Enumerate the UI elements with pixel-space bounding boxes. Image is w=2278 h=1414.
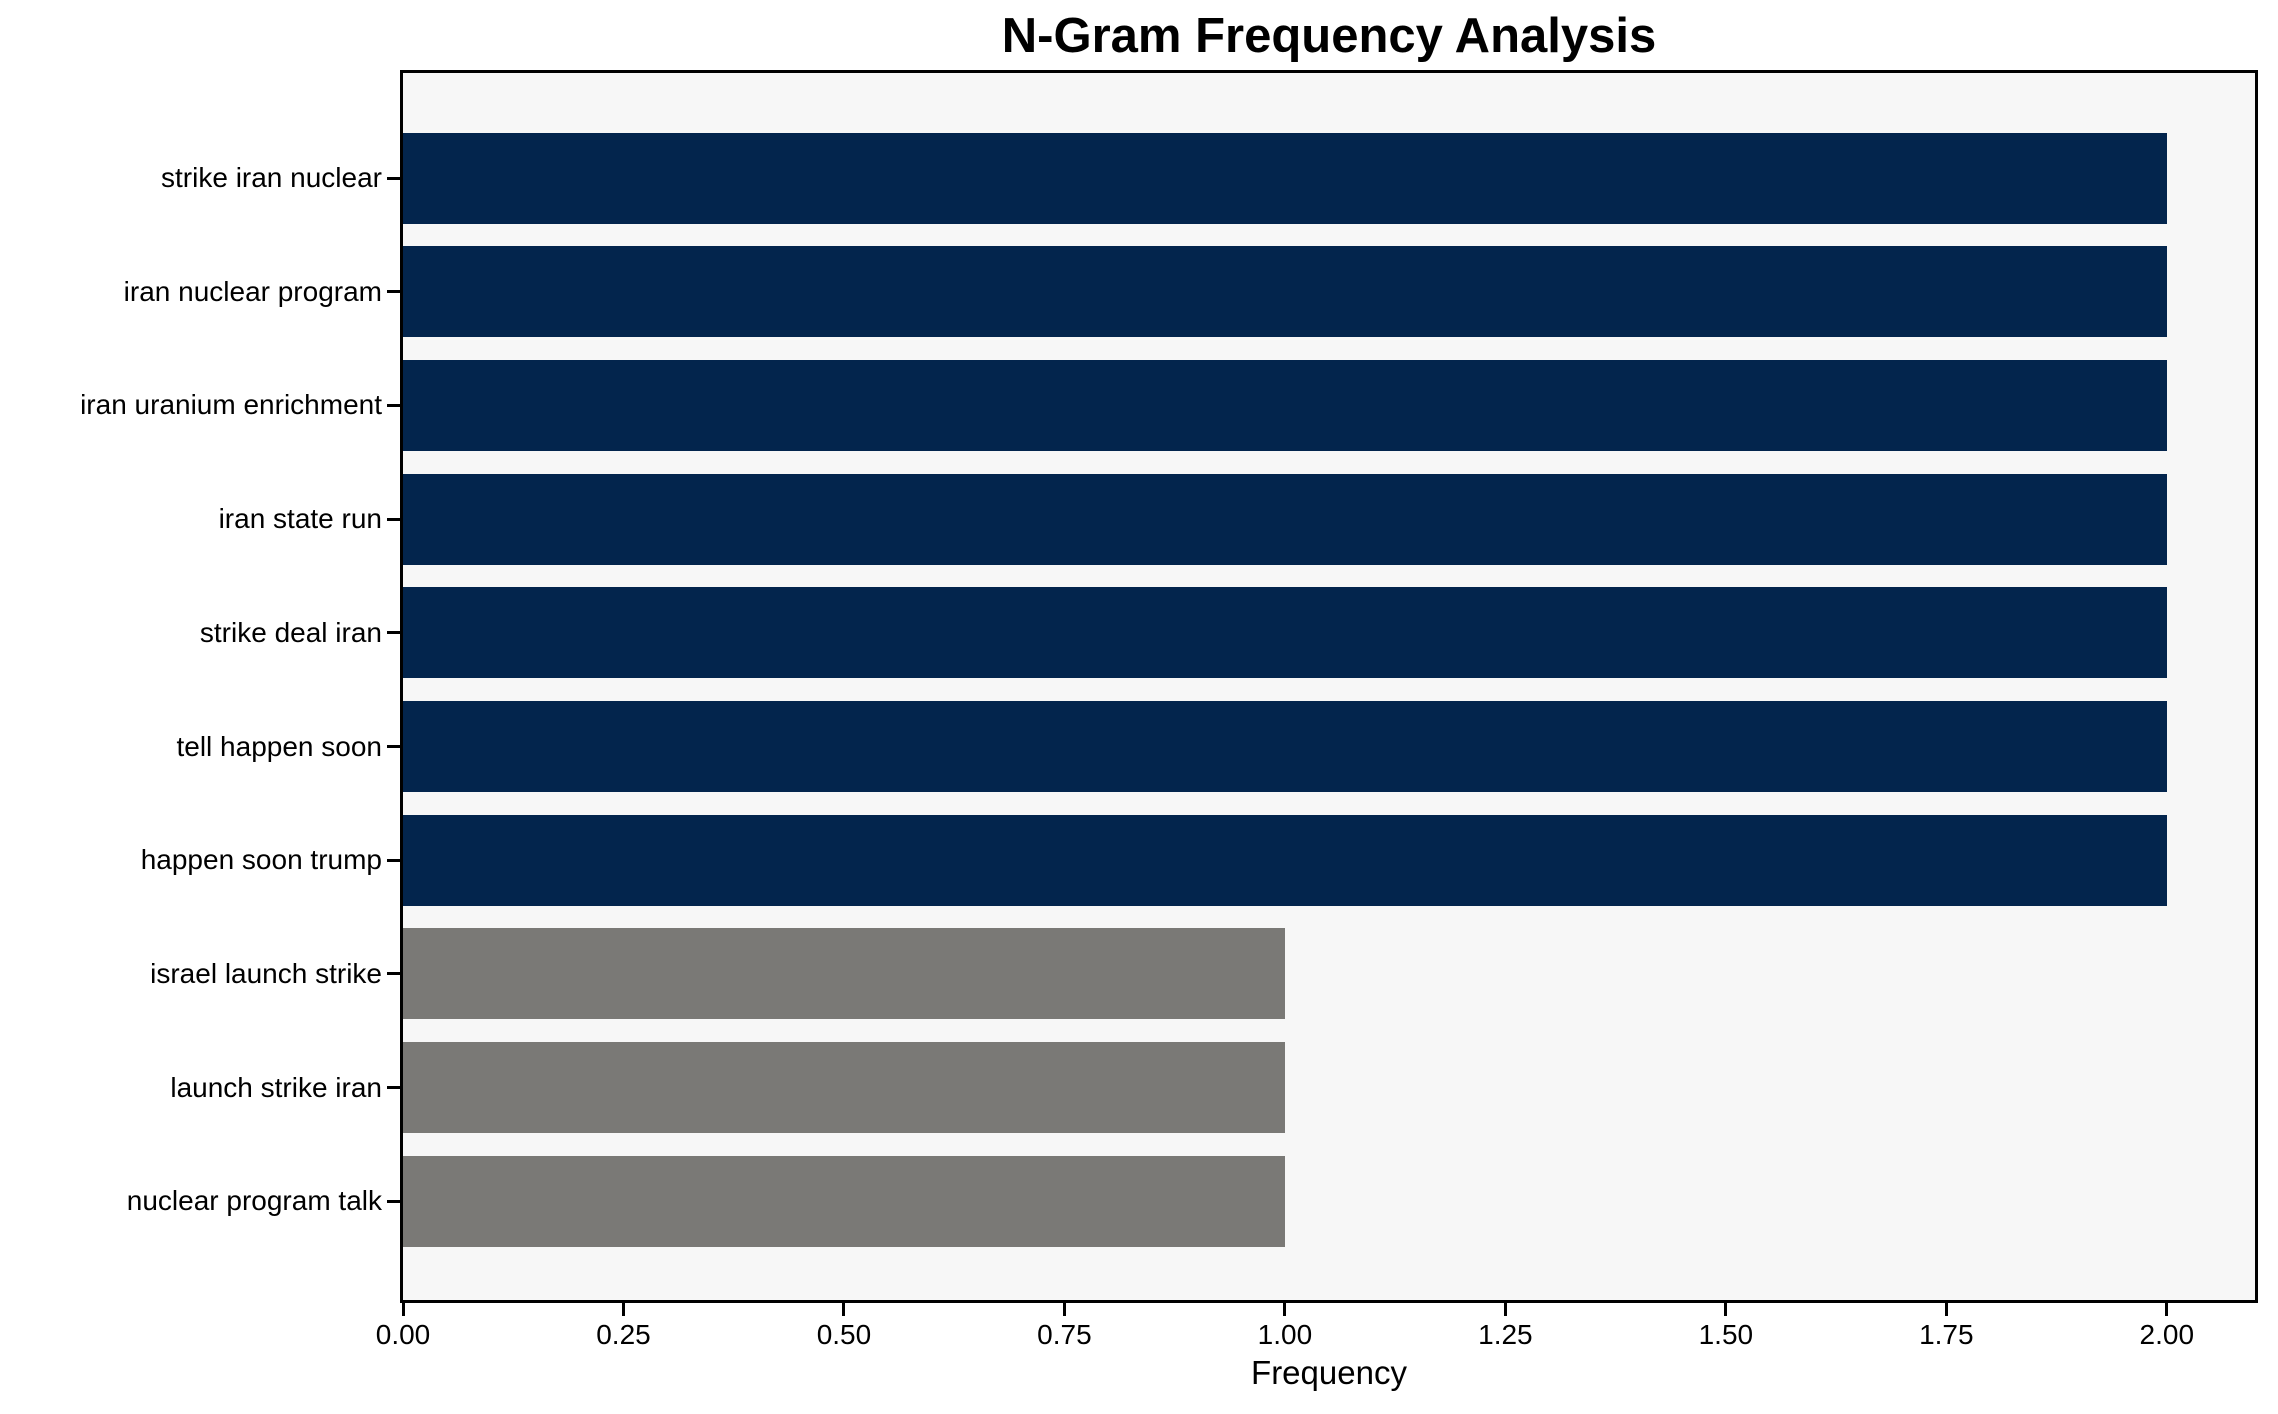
x-tick-label: 1.25 xyxy=(1478,1319,1533,1350)
x-tick-label: 0.00 xyxy=(375,1319,431,1350)
y-tick-label: iran nuclear program xyxy=(123,275,382,307)
x-tick-mark xyxy=(1944,1303,1948,1316)
x-tick-label: 1.50 xyxy=(1698,1319,1754,1350)
y-tick-label: iran uranium enrichment xyxy=(80,389,382,421)
x-tick-mark xyxy=(2165,1303,2169,1316)
y-tick-mark xyxy=(387,403,401,407)
bar xyxy=(403,701,2167,792)
bar xyxy=(403,587,2167,679)
y-tick-label: nuclear program talk xyxy=(126,1185,382,1217)
bar xyxy=(403,246,2167,338)
x-tick-mark xyxy=(1283,1303,1287,1316)
x-tick-label: 0.25 xyxy=(596,1319,651,1350)
y-tick-mark xyxy=(387,176,401,180)
bar xyxy=(403,1042,1285,1134)
bar xyxy=(403,1155,1285,1247)
chart-title: N-Gram Frequency Analysis xyxy=(1001,9,1657,63)
y-tick-label: iran state run xyxy=(218,503,382,535)
y-tick-label: israel launch strike xyxy=(150,957,382,989)
y-tick-label: launch strike iran xyxy=(170,1071,382,1103)
x-tick-label: 0.50 xyxy=(816,1319,872,1350)
x-tick-mark xyxy=(621,1303,625,1316)
bar xyxy=(403,928,1285,1020)
x-tick-mark xyxy=(401,1303,405,1316)
bars-layer xyxy=(403,73,2255,1300)
x-tick-label: 1.75 xyxy=(1919,1319,1974,1350)
x-axis-title: Frequency xyxy=(1251,1354,1407,1391)
bar xyxy=(403,473,2167,565)
x-tick-mark xyxy=(842,1303,846,1316)
x-tick-mark xyxy=(1503,1303,1507,1316)
x-tick-mark xyxy=(1062,1303,1066,1316)
plot-area xyxy=(400,70,2258,1303)
y-tick-label: strike iran nuclear xyxy=(161,162,382,193)
bar xyxy=(403,814,2167,906)
y-tick-mark xyxy=(387,858,401,862)
y-tick-label: happen soon trump xyxy=(140,844,382,876)
y-tick-mark xyxy=(387,1199,401,1203)
x-tick-label: 0.75 xyxy=(1037,1319,1092,1350)
y-tick-mark xyxy=(387,745,401,748)
bar xyxy=(403,359,2167,451)
y-tick-label: strike deal iran xyxy=(199,616,382,648)
y-tick-mark xyxy=(387,972,401,976)
x-tick-mark xyxy=(1724,1303,1728,1316)
y-tick-mark xyxy=(387,290,401,294)
x-tick-label: 1.00 xyxy=(1257,1319,1313,1350)
bar xyxy=(403,132,2167,224)
y-tick-label: tell happen soon xyxy=(176,730,382,762)
y-tick-mark xyxy=(387,1086,401,1090)
y-tick-mark xyxy=(387,517,401,521)
y-tick-mark xyxy=(387,631,401,635)
x-tick-label: 2.00 xyxy=(2139,1319,2195,1350)
